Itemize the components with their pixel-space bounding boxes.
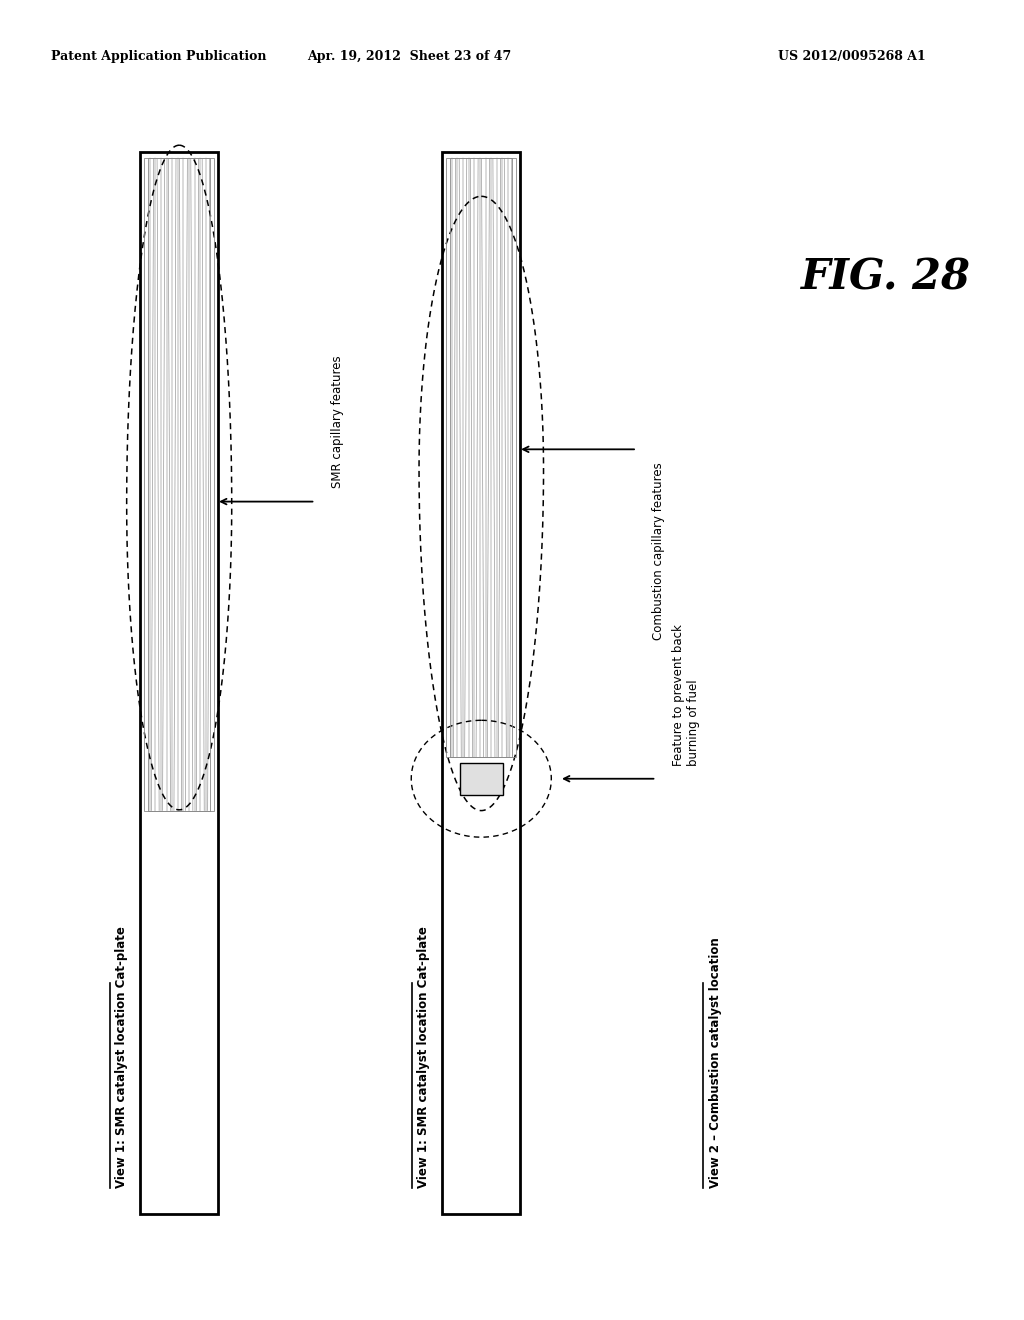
Text: SMR capillary features: SMR capillary features	[331, 356, 344, 488]
Bar	[451, 158, 512, 758]
Text: FIG. 28: FIG. 28	[801, 256, 971, 298]
Text: Combustion capillary features: Combustion capillary features	[652, 462, 666, 640]
Text: Patent Application Publication: Patent Application Publication	[51, 50, 266, 63]
Bar	[460, 763, 503, 795]
Text: US 2012/0095268 A1: US 2012/0095268 A1	[778, 50, 926, 63]
Bar	[446, 158, 516, 758]
Bar	[140, 152, 218, 1214]
Text: Feature to prevent back
burning of fuel: Feature to prevent back burning of fuel	[672, 623, 699, 766]
Text: Apr. 19, 2012  Sheet 23 of 47: Apr. 19, 2012 Sheet 23 of 47	[307, 50, 512, 63]
Bar	[442, 152, 520, 1214]
Text: View 1: SMR catalyst location Cat-plate: View 1: SMR catalyst location Cat-plate	[115, 927, 128, 1188]
Text: View 2 – Combustion catalyst location: View 2 – Combustion catalyst location	[709, 937, 722, 1188]
Bar	[148, 158, 210, 810]
Text: View 1: SMR catalyst location Cat-plate: View 1: SMR catalyst location Cat-plate	[417, 927, 430, 1188]
Bar	[144, 158, 214, 810]
